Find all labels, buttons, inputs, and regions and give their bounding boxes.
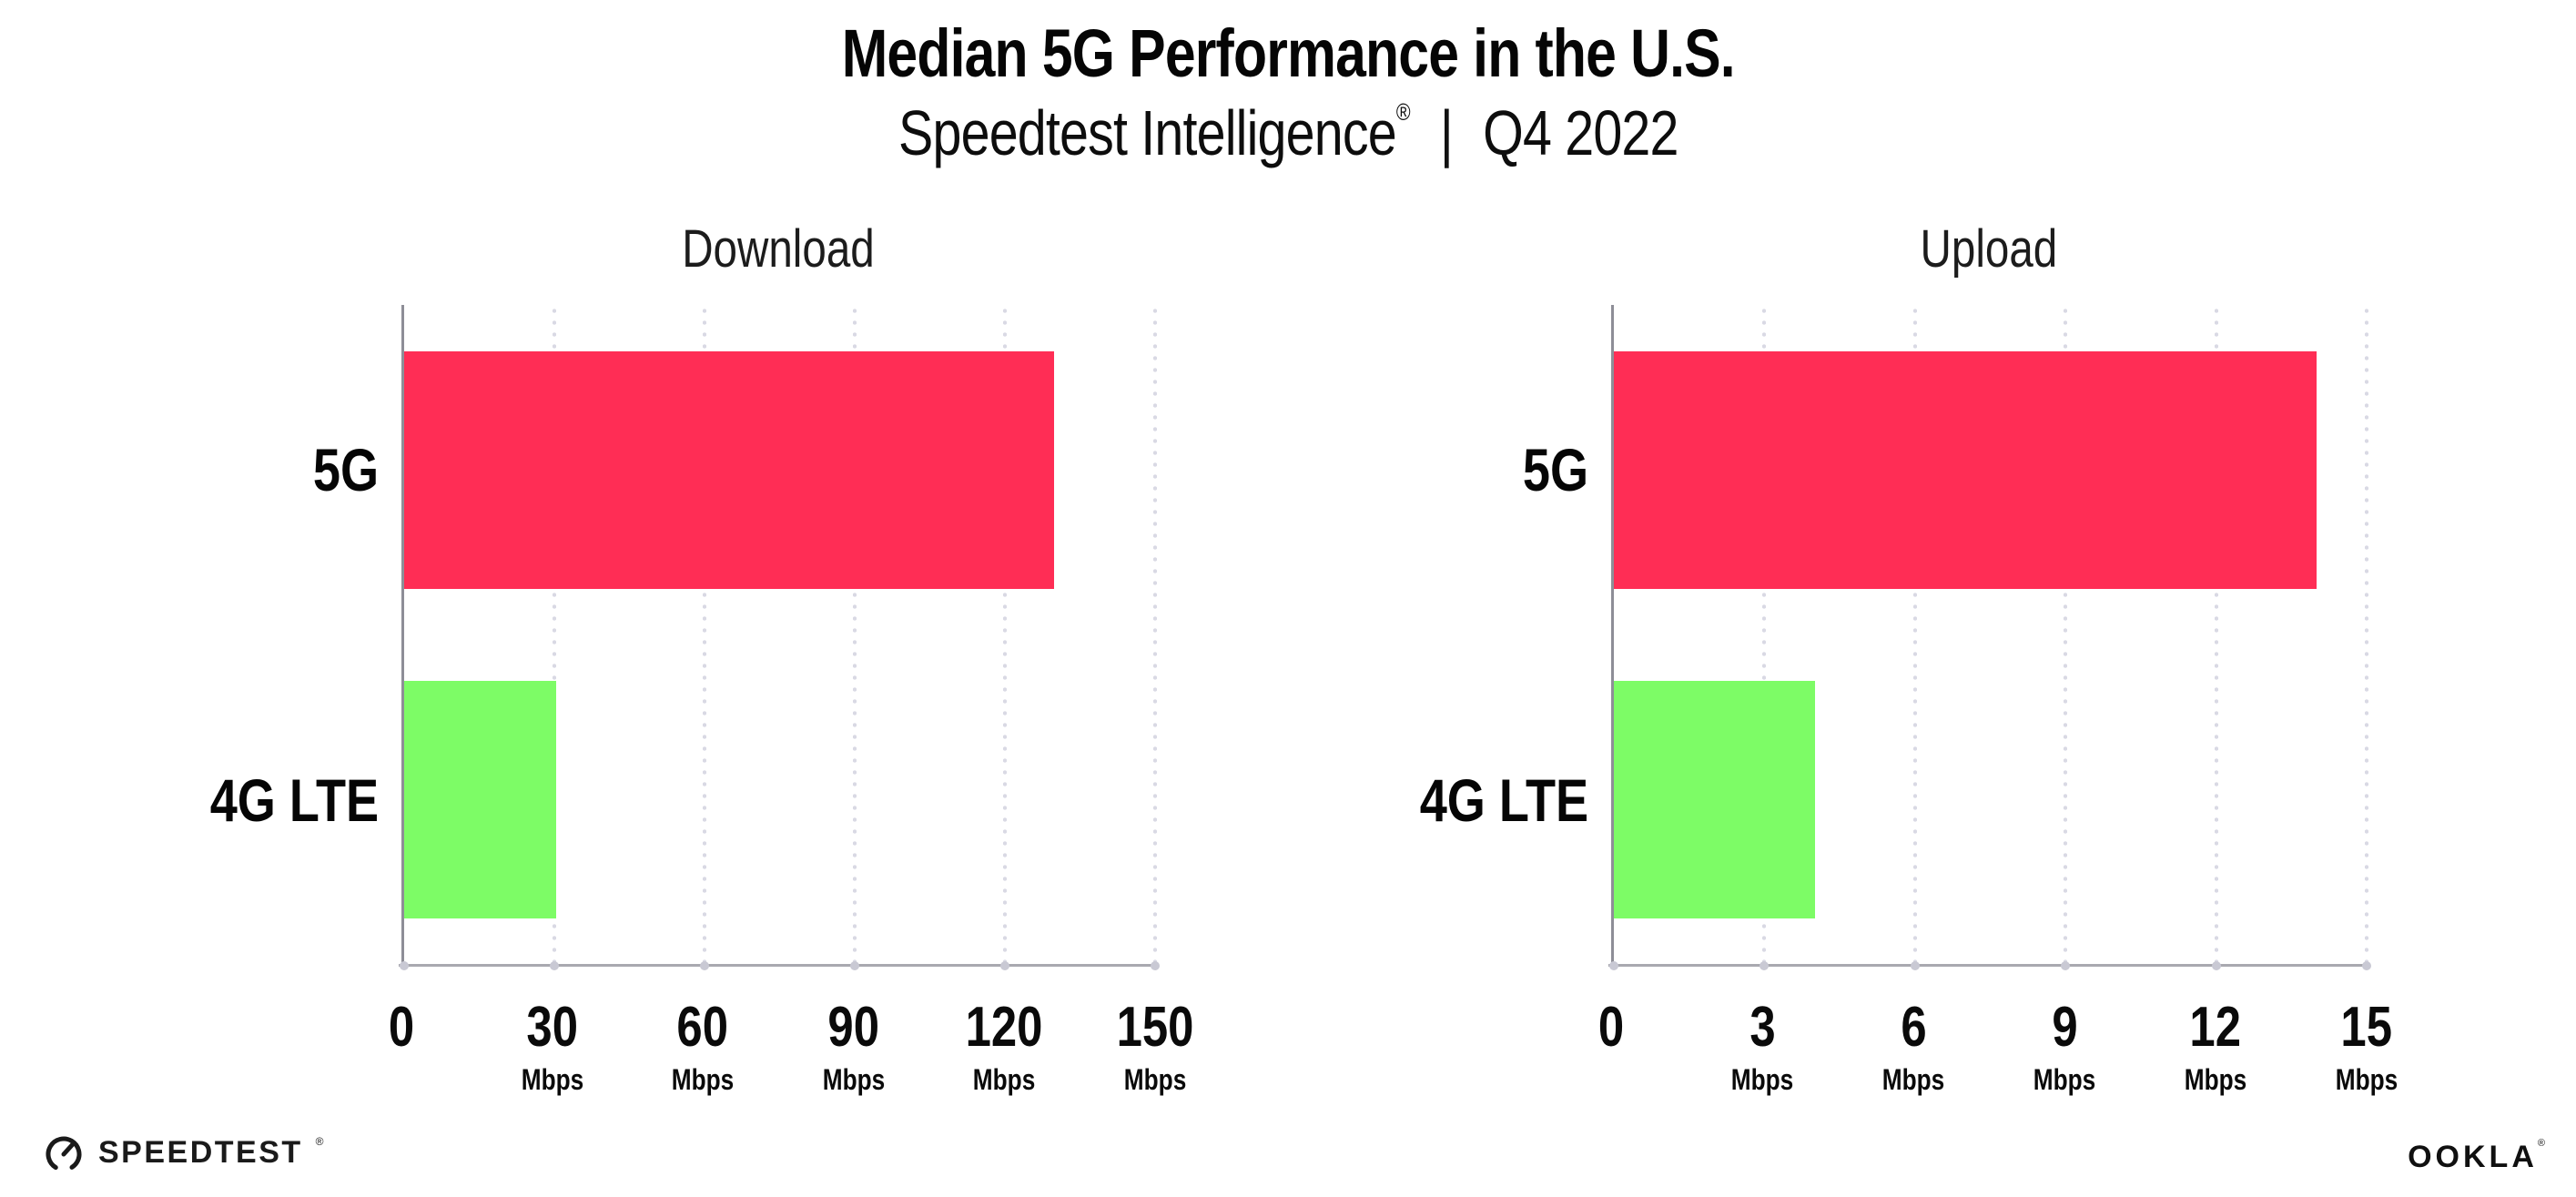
xtick-3: 3 Mbps bbox=[1724, 996, 1800, 1096]
xtick-unit-label: Mbps bbox=[2335, 1063, 2399, 1096]
axis-tick-dot-0 bbox=[400, 961, 409, 970]
xtick-120: 120 Mbps bbox=[958, 996, 1051, 1096]
gridline-120 bbox=[1003, 305, 1007, 965]
bar-5g-upload bbox=[1614, 350, 2317, 589]
gridline-6 bbox=[1912, 305, 1917, 965]
axis-tick-dot-15 bbox=[2362, 961, 2371, 970]
gridline-60 bbox=[703, 305, 706, 965]
xtick-9: 9 Mbps bbox=[2026, 996, 2103, 1096]
bar-4g-lte-upload bbox=[1614, 681, 1815, 919]
registered-trademark-icon: ® bbox=[1395, 97, 1410, 126]
speedtest-logo: SPEEDTEST ® bbox=[42, 1131, 324, 1174]
xtick-150: 150 Mbps bbox=[1108, 996, 1202, 1096]
xtick-12: 12 Mbps bbox=[2177, 996, 2254, 1096]
xtick-value: 0 bbox=[1597, 996, 1625, 1059]
xtick-value: 12 bbox=[2189, 996, 2242, 1059]
ookla-wordmark: OOKLA bbox=[2408, 1140, 2538, 1174]
ookla-logo: OOKLA ® bbox=[2408, 1138, 2545, 1175]
download-value-axis: 0 30 Mbps 60 Mbps 90 Mbps 120 Mbps 150 Mbps bbox=[389, 996, 1194, 1127]
xtick-0: 0 bbox=[1596, 999, 1627, 1056]
upload-value-axis: 0 3 Mbps 6 Mbps 9 Mbps 12 Mbps 15 Mbps bbox=[1598, 996, 2398, 1127]
upload-plot-area bbox=[1608, 305, 2371, 970]
xtick-value: 15 bbox=[2340, 996, 2393, 1059]
speedtest-trademark-icon: ® bbox=[315, 1135, 324, 1148]
axis-tick-dot-6 bbox=[1910, 961, 1920, 970]
page-title: Median 5G Performance in the U.S. bbox=[0, 15, 2576, 92]
download-chart-title-text: Download bbox=[682, 219, 875, 279]
download-plot-area bbox=[399, 305, 1160, 970]
gridline-3 bbox=[1762, 305, 1767, 965]
xtick-unit-label: Mbps bbox=[2033, 1063, 2096, 1096]
xtick-15: 15 Mbps bbox=[2328, 996, 2405, 1096]
category-label-5g: 5G bbox=[299, 435, 379, 504]
speedtest-gauge-icon bbox=[46, 1136, 82, 1172]
gridline-15 bbox=[2365, 305, 2368, 965]
xtick-value: 60 bbox=[676, 996, 729, 1059]
xtick-unit-label: Mbps bbox=[1123, 1063, 1187, 1096]
gridline-12 bbox=[2214, 305, 2218, 965]
xtick-30: 30 Mbps bbox=[514, 996, 591, 1096]
category-label-4g-lte: 4G LTE bbox=[173, 766, 379, 835]
axis-tick-dot-150 bbox=[1151, 961, 1160, 970]
download-chart-title: Download bbox=[401, 218, 1155, 279]
xtick-unit-label: Mbps bbox=[2184, 1063, 2247, 1096]
axis-tick-dot-60 bbox=[700, 961, 709, 970]
xtick-value: 9 bbox=[2051, 996, 2078, 1059]
xtick-unit-label: Mbps bbox=[671, 1063, 735, 1096]
x-axis-line bbox=[1608, 964, 2370, 967]
axis-tick-dot-3 bbox=[1760, 961, 1770, 970]
xtick-6: 6 Mbps bbox=[1875, 996, 1952, 1096]
subtitle-period: Q4 2022 bbox=[1482, 97, 1678, 168]
gridline-150 bbox=[1153, 305, 1157, 965]
xtick-unit-label: Mbps bbox=[1730, 1063, 1794, 1096]
axis-tick-dot-90 bbox=[850, 961, 859, 970]
speedtest-wordmark: SPEEDTEST bbox=[98, 1134, 303, 1170]
xtick-value: 30 bbox=[526, 996, 578, 1059]
xtick-value: 6 bbox=[1900, 996, 1927, 1059]
bar-5g-download bbox=[404, 350, 1054, 589]
xtick-value: 0 bbox=[388, 996, 415, 1059]
xtick-value: 90 bbox=[827, 996, 880, 1059]
page-subtitle: Speedtest Intelligence® | Q4 2022 bbox=[0, 96, 2576, 169]
xtick-unit-label: Mbps bbox=[521, 1063, 583, 1096]
upload-chart-title: Upload bbox=[1611, 218, 2367, 279]
category-label-5g: 5G bbox=[1508, 435, 1588, 504]
upload-category-axis: 5G 4G LTE bbox=[1319, 305, 1588, 965]
axis-tick-dot-120 bbox=[1000, 961, 1009, 970]
page-subtitle-text: Speedtest Intelligence® | Q4 2022 bbox=[898, 96, 1678, 169]
subtitle-separator: | bbox=[1439, 97, 1454, 168]
category-label-text: 5G bbox=[312, 436, 379, 504]
xtick-60: 60 Mbps bbox=[664, 996, 741, 1096]
gridline-90 bbox=[853, 305, 857, 965]
axis-tick-dot-0 bbox=[1609, 961, 1618, 970]
axis-tick-dot-30 bbox=[550, 961, 559, 970]
xtick-0: 0 bbox=[386, 999, 417, 1056]
xtick-90: 90 Mbps bbox=[816, 996, 892, 1096]
xtick-unit-label: Mbps bbox=[973, 1063, 1036, 1096]
xtick-unit-label: Mbps bbox=[1881, 1063, 1945, 1096]
category-label-text: 4G LTE bbox=[209, 766, 379, 834]
category-label-text: 4G LTE bbox=[1419, 766, 1588, 834]
category-label-text: 5G bbox=[1522, 436, 1588, 504]
page-title-text: Median 5G Performance in the U.S. bbox=[841, 15, 1735, 91]
gridline-30 bbox=[553, 305, 556, 965]
xtick-value: 3 bbox=[1749, 996, 1776, 1059]
gridline-9 bbox=[2064, 305, 2068, 965]
category-label-4g-lte: 4G LTE bbox=[1383, 766, 1588, 835]
ookla-trademark-icon: ® bbox=[2537, 1138, 2545, 1149]
download-category-axis: 5G 4G LTE bbox=[109, 305, 379, 965]
xtick-unit-label: Mbps bbox=[822, 1063, 886, 1096]
upload-chart-title-text: Upload bbox=[1920, 219, 2058, 279]
axis-tick-dot-9 bbox=[2061, 961, 2071, 970]
x-axis-line bbox=[399, 964, 1159, 967]
bar-4g-lte-download bbox=[404, 681, 556, 919]
axis-tick-dot-12 bbox=[2211, 961, 2221, 970]
xtick-value: 150 bbox=[1116, 996, 1194, 1059]
xtick-value: 120 bbox=[965, 996, 1043, 1059]
subtitle-brand: Speedtest Intelligence bbox=[898, 97, 1397, 168]
